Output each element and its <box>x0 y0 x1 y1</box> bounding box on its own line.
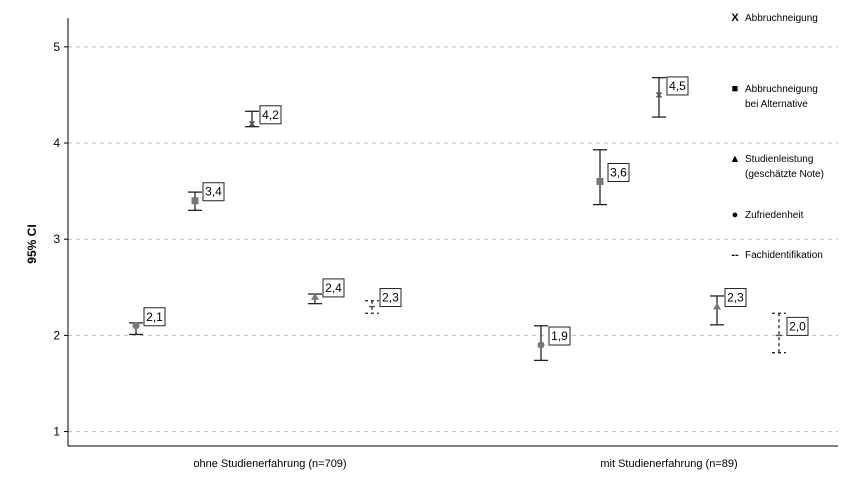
point-triangle-series2-cat0 <box>311 292 319 300</box>
point-x-series0-cat1 <box>655 91 663 98</box>
point-x-series0-cat0 <box>248 120 256 127</box>
y-tick-label-4: 4 <box>53 136 60 150</box>
data-label-box-series0-cat1 <box>666 76 689 96</box>
legend-text-0-0: Abbruchneigung <box>745 13 818 24</box>
legend-symbol-1: ■ <box>732 83 739 95</box>
y-axis-label: 95% CI <box>25 224 39 263</box>
legend-text-4-0: Fachidentifikation <box>745 250 823 261</box>
point-triangle-series2-cat1 <box>713 302 721 310</box>
y-tick-label-2: 2 <box>53 328 60 342</box>
data-label-series4-cat1: 2,0 <box>789 319 806 333</box>
legend-symbol-3: ● <box>732 209 739 221</box>
y-tick-label-1: 1 <box>53 425 60 439</box>
data-label-box-series4-cat1 <box>786 316 809 336</box>
data-label-box-series3-cat0 <box>143 307 166 327</box>
data-label-box-series2-cat0 <box>322 278 345 298</box>
point-circle-series3-cat0 <box>132 322 140 330</box>
legend-text-2-1: (geschätzte Note) <box>745 169 824 180</box>
data-label-box-series1-cat1 <box>607 163 630 183</box>
data-label-box-series2-cat1 <box>724 288 747 308</box>
legend: X Abbruchneigung ■ Abbruchneigung bei Altern… <box>730 12 824 261</box>
data-label-box-series3-cat1 <box>548 326 571 346</box>
legend-symbol-0: X <box>731 12 739 24</box>
point-square-series1-cat0 <box>191 197 199 205</box>
category-label-ohne: ohne Studienerfahrung (n=709) <box>193 458 346 470</box>
legend-text-2-0: Studienleistung <box>745 154 813 165</box>
legend-symbol-4: -- <box>731 249 739 261</box>
legend-text-1-1: bei Alternative <box>745 99 808 110</box>
point-circle-series3-cat1 <box>537 341 545 349</box>
grid-lines <box>68 46 838 433</box>
data-label-series3-cat1: 1,9 <box>551 329 568 343</box>
data-label-series1-cat1: 3,6 <box>610 166 627 180</box>
data-label-series3-cat0: 2,1 <box>146 310 163 324</box>
y-tick-labels: 1 2 3 4 5 <box>53 40 68 439</box>
legend-text-1-0: Abbruchneigung <box>745 84 818 95</box>
y-tick-label-3: 3 <box>53 232 60 246</box>
legend-symbol-2: ▲ <box>730 153 741 165</box>
y-tick-label-5: 5 <box>53 40 60 54</box>
data-label-series4-cat0: 2,3 <box>382 291 399 305</box>
data-label-box-series0-cat0 <box>259 105 282 125</box>
point-square-series1-cat1 <box>596 178 604 186</box>
data-label-series2-cat0: 2,4 <box>325 281 342 295</box>
data-label-series0-cat0: 4,2 <box>262 108 279 122</box>
category-label-mit: mit Studienerfahrung (n=89) <box>600 458 737 470</box>
data-label-box-series1-cat0 <box>202 182 225 202</box>
data-label-box-series4-cat0 <box>379 288 402 308</box>
data-label-series0-cat1: 4,5 <box>669 79 686 93</box>
legend-text-3-0: Zufriedenheit <box>745 210 804 221</box>
data-marks: 4,2 4,5 3,4 3,6 2,4 2,3 2,1 1,9 2,3 2,0 <box>129 76 809 362</box>
data-label-series2-cat1: 2,3 <box>727 291 744 305</box>
data-label-series1-cat0: 3,4 <box>205 185 222 199</box>
